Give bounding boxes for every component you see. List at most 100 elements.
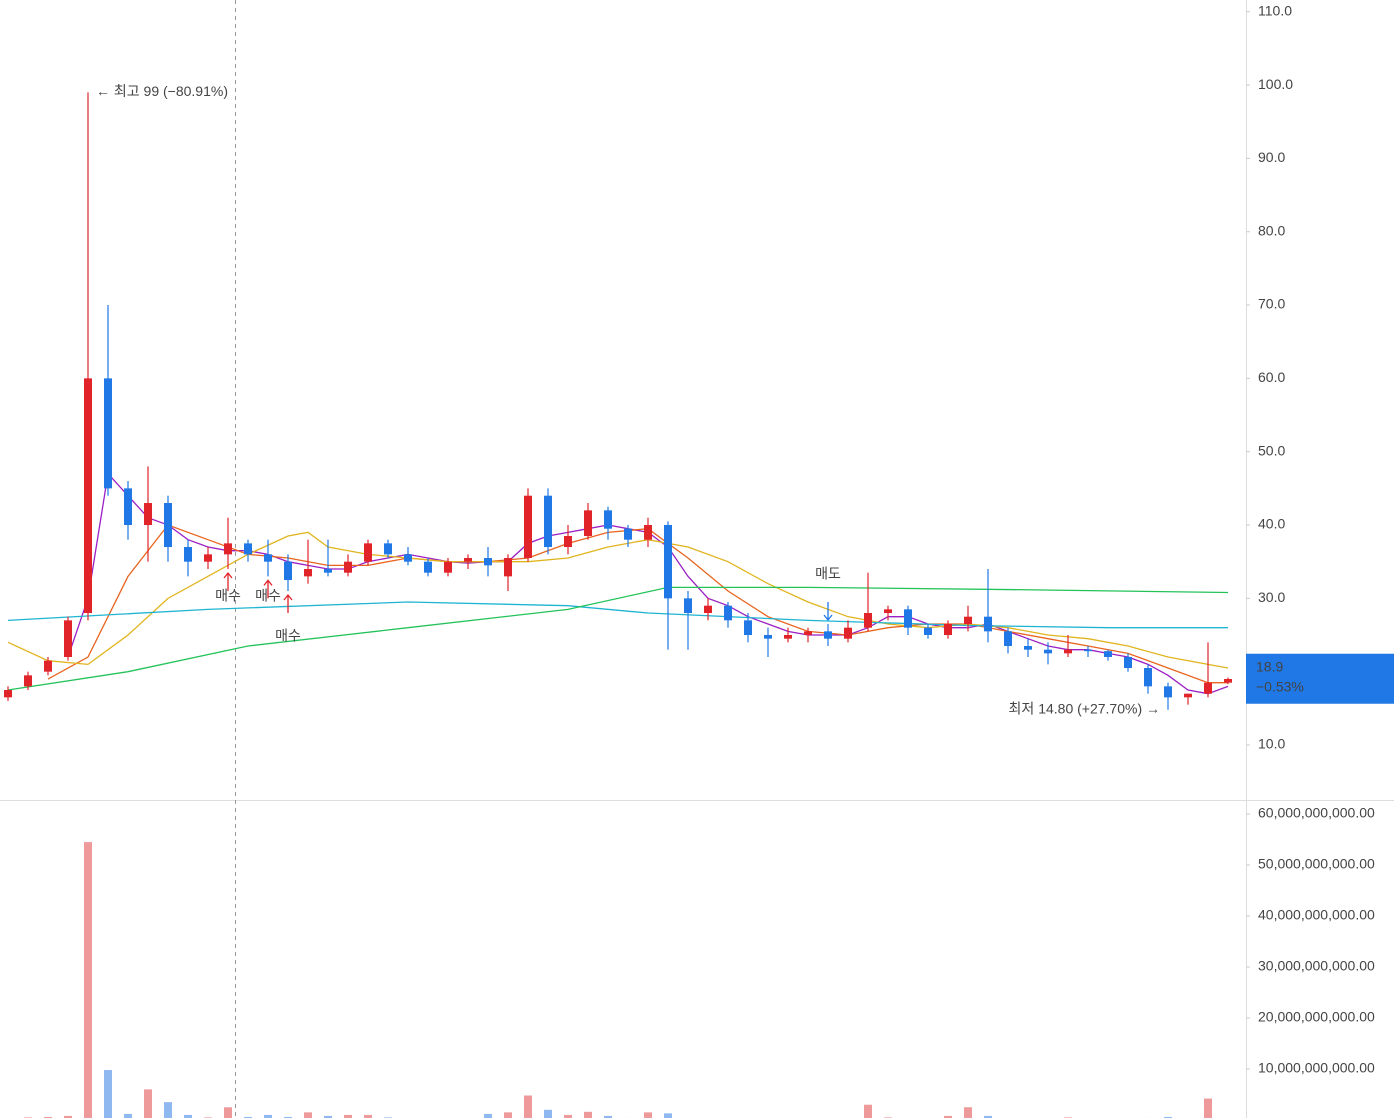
volume-bar [164,1102,172,1118]
volume-bar [544,1109,552,1118]
candle-body [444,561,452,573]
volume-bar [284,1116,292,1118]
volume-bar [584,1111,592,1118]
volume-bar [524,1095,532,1118]
candle-body [824,631,832,639]
y-tick-label: 80.0 [1258,222,1285,238]
candle-body [64,620,72,658]
candle-body [1124,657,1132,669]
candle-body [644,525,652,540]
candle-body [24,675,32,687]
candle-body [704,605,712,614]
candle-body [484,558,492,566]
candle-body [744,620,752,636]
moving-average [7,586,1229,691]
candle-body [224,543,232,555]
volume-bar [344,1114,352,1118]
candle-body [464,558,472,562]
volume-bar [44,1116,52,1118]
y-tick-label: 40,000,000,000.00 [1258,907,1375,923]
candle-body [624,528,632,540]
candle-body [584,510,592,537]
candle-body [424,561,432,573]
last-price: 18.9 [1256,658,1283,674]
candle-body [724,605,732,621]
candle-body [84,378,92,614]
buy-label: 매수 [215,588,241,604]
candle-body [384,543,392,555]
candle-body [404,554,412,562]
candle-body [524,495,532,559]
candle-body [784,635,792,639]
volume-bar [244,1116,252,1118]
candle-body [924,627,932,636]
y-tick-label: 90.0 [1258,149,1285,165]
candle-body [364,543,372,562]
y-tick-label: 110.0 [1258,2,1292,18]
buy-label: 매수 [275,628,301,644]
y-tick-label: 50.0 [1258,442,1285,458]
candle-body [124,488,132,526]
buy-arrow [263,579,273,599]
buy-label: 매수 [255,588,281,604]
buy-arrow [223,571,233,592]
volume-bar [64,1115,72,1118]
y-tick-label: 70.0 [1258,296,1285,312]
volume-bar [644,1112,652,1118]
y-tick-label: 100.0 [1258,76,1293,92]
volume-bar [1204,1098,1212,1118]
volume-bar [184,1114,192,1118]
y-tick-label: 50,000,000,000.00 [1258,856,1375,872]
volume-bar [564,1114,572,1118]
sell-arrow [823,602,833,622]
candle-body [904,609,912,628]
y-tick-label: 40.0 [1258,516,1285,532]
y-tick-label: 10.0 [1258,736,1285,752]
volume-bar [364,1114,372,1118]
candle-body [1184,693,1192,698]
volume-bar [964,1107,972,1118]
candle-body [864,613,872,628]
volume-bar [664,1113,672,1118]
volume-bar [104,1070,112,1118]
buy-arrow [283,593,293,614]
candle-body [564,536,572,548]
y-tick-label: 20,000,000,000.00 [1258,1009,1375,1025]
last-change: −0.53% [1256,678,1304,694]
volume-bar [144,1089,152,1118]
candle-body [604,510,612,529]
candle-body [984,616,992,632]
candle-body [324,569,332,573]
candle-body [684,598,692,614]
candle-body [284,561,292,581]
candle-body [204,554,212,562]
y-tick-label: 60,000,000,000.00 [1258,805,1375,821]
candle-body [164,503,172,548]
candle-body [4,690,12,698]
y-tick-label: 60.0 [1258,369,1285,385]
moving-average [7,531,1229,669]
moving-average [7,601,1228,629]
y-tick-label: 30,000,000,000.00 [1258,958,1375,974]
candle-body [504,558,512,577]
candle-body [1164,686,1172,698]
low-note: 최저 14.80 (+27.70%) → [1009,701,1160,717]
candle-body [764,635,772,639]
sell-label: 매도 [815,566,841,582]
candle-body [44,660,52,672]
candle-body [884,609,892,614]
candle-body [184,547,192,562]
candle-body [1044,649,1052,654]
candle-body [1204,682,1212,694]
candle-body [804,631,812,636]
volume-bar [1164,1116,1172,1118]
volume-bar [264,1114,272,1118]
candle-body [664,525,672,599]
candle-body [1024,646,1032,650]
last-price-box [1246,653,1394,704]
volume-bar [84,842,92,1118]
candle-body [944,624,952,636]
candle-body [104,378,112,489]
